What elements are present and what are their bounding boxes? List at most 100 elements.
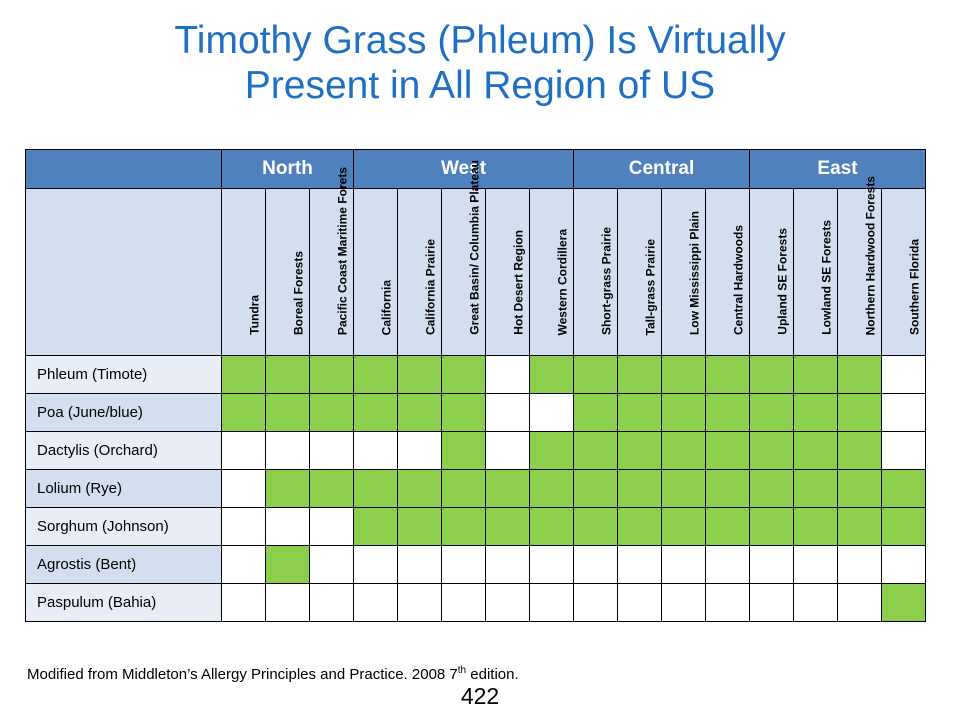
region-label: Tundra: [247, 295, 261, 335]
presence-cell-present: [529, 355, 574, 394]
title-line-2: Present in All Region of US: [244, 64, 716, 107]
presence-cell-present: [661, 355, 706, 394]
region-label: Boreal Forests: [291, 250, 305, 335]
table-row: Lolium (Rye): [25, 469, 926, 508]
presence-cell-absent: [221, 469, 266, 508]
title-line-1: Timothy Grass (Phleum) Is Virtually: [174, 19, 786, 62]
presence-cell-present: [617, 507, 662, 546]
region-header: Great Basin/ Columbia Plateau: [441, 160, 486, 356]
presence-cell-present: [441, 507, 486, 546]
region-header: Hot Desert Region: [485, 188, 530, 356]
region-label: Hot Desert Region: [511, 230, 525, 335]
presence-cell-present: [397, 393, 442, 432]
source-citation: Modified from Middleton’s Allergy Princi…: [27, 665, 519, 683]
presence-cell-absent: [573, 583, 618, 622]
presence-cell-present: [397, 469, 442, 508]
presence-cell-present: [529, 507, 574, 546]
group-header-row: North West Central East: [25, 149, 926, 189]
grass-name: Dactylis (Orchard): [25, 431, 222, 470]
presence-cell-absent: [265, 507, 310, 546]
presence-cell-absent: [441, 583, 486, 622]
presence-cell-present: [705, 431, 750, 470]
presence-cell-present: [441, 393, 486, 432]
presence-cell-absent: [221, 431, 266, 470]
group-header-central: Central: [573, 149, 750, 189]
presence-cell-absent: [485, 355, 530, 394]
presence-cell-present: [793, 431, 838, 470]
presence-cell-present: [837, 393, 882, 432]
presence-cell-absent: [485, 393, 530, 432]
presence-cell-absent: [485, 545, 530, 584]
presence-cell-present: [441, 469, 486, 508]
region-header: Boreal Forests: [265, 188, 310, 356]
presence-cell-present: [793, 355, 838, 394]
region-label: California: [379, 279, 393, 335]
presence-cell-present: [529, 431, 574, 470]
region-label: Low Mississippi Plain: [687, 210, 701, 335]
presence-cell-present: [705, 393, 750, 432]
presence-cell-absent: [837, 545, 882, 584]
presence-cell-present: [749, 393, 794, 432]
presence-cell-absent: [705, 583, 750, 622]
presence-cell-absent: [881, 355, 926, 394]
region-header: Western Cordillera: [529, 188, 574, 356]
page-number: 422: [460, 683, 500, 709]
presence-cell-present: [353, 355, 398, 394]
presence-cell-present: [749, 469, 794, 508]
presence-cell-present: [265, 545, 310, 584]
presence-cell-present: [441, 431, 486, 470]
region-header: California: [353, 188, 398, 356]
presence-cell-present: [749, 355, 794, 394]
presence-cell-present: [265, 393, 310, 432]
presence-cell-absent: [265, 583, 310, 622]
presence-cell-absent: [265, 431, 310, 470]
presence-cell-absent: [881, 545, 926, 584]
presence-cell-present: [837, 431, 882, 470]
slide-title: Timothy Grass (Phleum) Is Virtually Pres…: [0, 18, 960, 108]
grass-name: Phleum (Timote): [25, 355, 222, 394]
region-header: Northern Hardwood Forests: [837, 176, 882, 356]
source-text: Modified from Middleton’s Allergy Princi…: [27, 666, 458, 683]
presence-cell-present: [661, 431, 706, 470]
presence-cell-absent: [221, 583, 266, 622]
presence-cell-absent: [397, 431, 442, 470]
presence-cell-present: [265, 355, 310, 394]
presence-cell-absent: [617, 545, 662, 584]
presence-cell-present: [661, 507, 706, 546]
region-label: Southern Florida: [907, 239, 921, 335]
group-header-north: North: [221, 149, 354, 189]
region-label: Pacific Coast Maritime Forets: [335, 166, 349, 335]
table-row: Agrostis (Bent): [25, 545, 926, 584]
presence-cell-absent: [661, 583, 706, 622]
presence-cell-present: [881, 469, 926, 508]
presence-cell-present: [705, 469, 750, 508]
presence-cell-absent: [573, 545, 618, 584]
presence-cell-present: [397, 355, 442, 394]
table-body: Phleum (Timote) Poa (June/blue) Dactylis (…: [25, 355, 926, 622]
region-header: Upland SE Forests: [749, 188, 794, 356]
presence-cell-present: [309, 355, 354, 394]
presence-cell-absent: [705, 545, 750, 584]
presence-cell-present: [661, 393, 706, 432]
presence-cell-present: [881, 583, 926, 622]
group-header-east: East: [749, 149, 926, 189]
presence-cell-absent: [529, 393, 574, 432]
presence-cell-present: [837, 507, 882, 546]
region-label: Tall-grass Prairie: [643, 238, 657, 336]
region-header: California Prairie: [397, 188, 442, 356]
presence-cell-present: [573, 393, 618, 432]
presence-cell-present: [793, 469, 838, 508]
presence-cell-absent: [221, 545, 266, 584]
region-header: Low Mississippi Plain: [661, 188, 706, 356]
presence-cell-present: [529, 469, 574, 508]
region-header: Central Hardwoods: [705, 188, 750, 356]
grass-name: Lolium (Rye): [25, 469, 222, 508]
group-header-west: West: [353, 149, 574, 189]
region-label: Upland SE Forests: [775, 228, 789, 335]
presence-cell-present: [617, 431, 662, 470]
region-label: California Prairie: [423, 238, 437, 335]
presence-cell-absent: [353, 431, 398, 470]
grass-name: Sorghum (Johnson): [25, 507, 222, 546]
region-label: Lowland SE Forests: [819, 220, 833, 335]
source-superscript: th: [457, 665, 467, 676]
